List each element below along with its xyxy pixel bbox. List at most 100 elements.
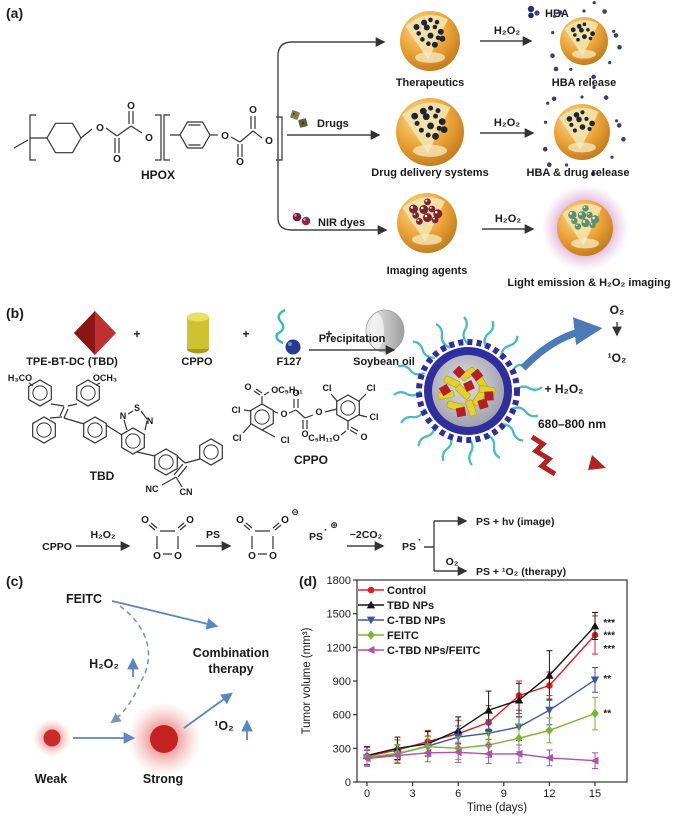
cargo-dot xyxy=(422,113,430,121)
atom-o: O xyxy=(301,429,308,439)
tbd-diamond xyxy=(438,383,452,397)
x-tick-label: 15 xyxy=(589,788,601,800)
benzene-ring xyxy=(121,427,145,455)
atom-cl: Cl xyxy=(367,383,376,393)
legend-label: Control xyxy=(387,585,426,597)
chart-series-c-tbd-nps-feitc xyxy=(362,741,599,770)
cargo-dot xyxy=(423,24,430,31)
cargo-dot xyxy=(414,120,420,126)
data-marker xyxy=(484,706,493,714)
cargo-dot xyxy=(580,110,585,115)
cargo-dot xyxy=(425,132,431,138)
data-marker xyxy=(545,725,554,735)
atom-cl: Cl xyxy=(370,412,379,422)
y-tick-label: 1500 xyxy=(327,609,351,621)
tpe-bt-dc-label: TPE-BT-DC (TBD) xyxy=(26,356,118,368)
data-marker xyxy=(545,671,554,679)
benzene-ring xyxy=(28,379,52,407)
significance-stars: *** xyxy=(603,631,615,642)
cargo-dot xyxy=(579,27,584,33)
x-tick-label: 3 xyxy=(410,788,416,800)
atom-o: O xyxy=(244,382,251,392)
branch-arrows xyxy=(277,37,388,235)
series-line xyxy=(366,634,596,757)
aromatic-circle xyxy=(36,422,52,438)
rx-minus2co2: −2CO₂ xyxy=(350,529,383,541)
h2o2-label-row3: H₂O₂ xyxy=(495,213,521,225)
atom-o: O xyxy=(360,432,367,442)
aromatic-circle xyxy=(125,433,141,449)
cargo-dot xyxy=(437,28,444,35)
inner-shell xyxy=(415,52,445,63)
released-dot xyxy=(608,61,612,65)
data-marker xyxy=(590,676,600,685)
cargo-dot xyxy=(576,23,582,29)
cargo-dot xyxy=(411,112,419,120)
rx-image-product: PS + hν (image) xyxy=(476,516,554,528)
cargo-dot xyxy=(436,125,442,131)
nir-zigzag-arrow xyxy=(530,434,606,477)
hba-drug-release-label: HBA & drug release xyxy=(527,167,630,179)
legend-label: C-TBD NPs/FEITC xyxy=(387,645,481,657)
legend-item: Control xyxy=(358,585,426,597)
hba-release-label: HBA release xyxy=(552,77,616,89)
h3co-label: H₃CO xyxy=(8,373,32,383)
h2o2-label-row1: H₂O₂ xyxy=(494,25,520,37)
cargo-dot xyxy=(419,107,427,115)
cargo-dot xyxy=(579,124,586,130)
therapy-label: therapy xyxy=(208,662,253,676)
oc5h11-label: OC₅H₁₁ xyxy=(271,385,303,395)
data-marker xyxy=(590,621,600,630)
dot-highlight xyxy=(590,223,593,225)
h2o2-up-label: H₂O₂ xyxy=(89,657,119,671)
cargo-dot xyxy=(416,218,423,225)
atom-o: O xyxy=(315,407,322,417)
released-dot xyxy=(553,66,559,72)
released-dot xyxy=(553,14,557,18)
therapeutics-label: Therapeutics xyxy=(396,77,464,89)
atom-n: N xyxy=(120,411,127,421)
hpox-structure: O O O O O O O O HPOX xyxy=(13,101,283,182)
h2o2-label-row2: H₂O₂ xyxy=(494,117,520,129)
inner-shell xyxy=(412,234,442,245)
data-marker xyxy=(366,616,376,625)
panel-b-figure: (b) + + + TPE-BT-DC (TBD) CPPO F127 Soyb… xyxy=(6,303,626,578)
cargo-dot xyxy=(573,33,577,37)
x-tick-label: 12 xyxy=(543,788,555,800)
x-axis-label: Time (days) xyxy=(467,802,527,814)
cppo-structure-label: CPPO xyxy=(294,453,328,467)
tbd-diamond xyxy=(477,398,489,410)
atom-o: O xyxy=(221,131,229,142)
atom-o: O xyxy=(153,551,161,562)
cargo-dot xyxy=(432,132,439,140)
cargo-dot xyxy=(588,36,593,41)
rx-ps-radical: PS xyxy=(309,531,323,543)
tbd-diamond xyxy=(452,365,466,379)
series-line xyxy=(366,712,596,758)
dot-highlight xyxy=(587,212,590,215)
strong-to-combination-arrow xyxy=(183,692,233,729)
legend-item: TBD NPs xyxy=(358,600,434,612)
legend-label: TBD NPs xyxy=(387,600,434,612)
released-dot xyxy=(617,45,622,50)
chart-root: 0 300 600 900 1200 1500 1800 0 3 6 9 12 15 Tumor volu… xyxy=(301,575,628,814)
dot-highlight xyxy=(432,217,435,220)
hba-icon xyxy=(527,5,540,19)
cargo-dot xyxy=(419,205,429,214)
cargo-dot xyxy=(589,221,596,229)
y-tick-label: 300 xyxy=(333,743,351,755)
tbd-diamond xyxy=(484,391,494,401)
data-marker xyxy=(367,586,375,594)
atom-o: O xyxy=(127,101,135,112)
cargo-dot xyxy=(423,213,432,223)
atom-o: O xyxy=(141,515,149,526)
benzene-ring xyxy=(336,394,360,422)
benzene-ring xyxy=(76,379,100,407)
y-axis-label: Tumor volume (mm³) xyxy=(301,627,313,734)
cargo-dot xyxy=(431,41,438,48)
dot-highlight xyxy=(579,212,582,216)
atom-o: O xyxy=(96,123,104,134)
cargo-dot xyxy=(586,28,590,32)
feitc-label: FEITC xyxy=(66,592,102,606)
rx-ps2: PS xyxy=(402,541,416,553)
